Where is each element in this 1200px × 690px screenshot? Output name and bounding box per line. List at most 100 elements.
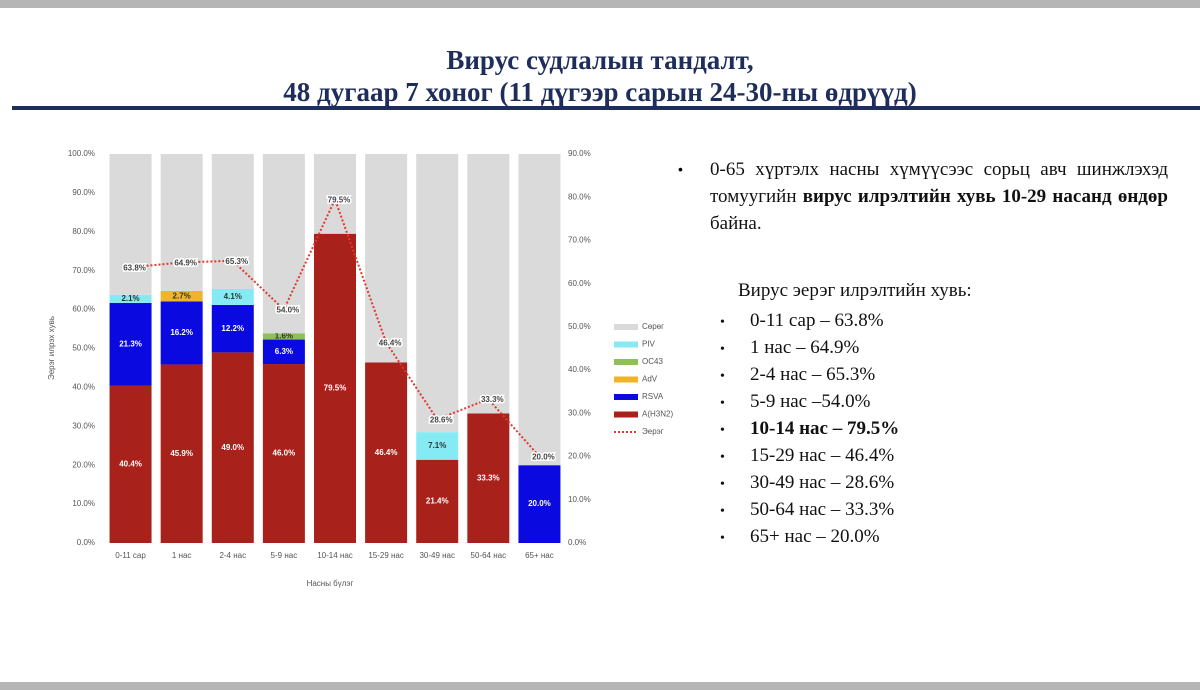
summary: 0-65 хүртэлх насны хүмүүсээс сорьц авч ш…	[710, 156, 1168, 237]
item-text: 1 нас – 64.9%	[750, 337, 860, 358]
bar-segment	[109, 294, 152, 303]
x-tick-label: 30-49 нас	[419, 551, 455, 560]
bar-segment	[160, 364, 203, 543]
bullet: •	[720, 369, 725, 384]
x-tick-label: 15-29 нас	[368, 551, 404, 560]
value-label: 46.4%	[375, 448, 398, 457]
item-text: 0-11 сар – 63.8%	[750, 310, 884, 331]
bar-segment	[518, 465, 561, 543]
list-item: • 10-14 нас – 79.5%	[720, 415, 899, 442]
bar-segment	[518, 154, 561, 466]
bar-segment	[160, 290, 203, 302]
y-tick-label: 20.0%	[72, 460, 95, 469]
legend-label: PIV	[642, 340, 656, 349]
slide-title: Вирус судлалын тандалт, 48 дугаар 7 хоно…	[0, 44, 1200, 108]
y-tick-label: 10.0%	[72, 499, 95, 508]
bar-segment	[262, 364, 305, 543]
bar-segment	[211, 352, 254, 543]
value-label: 16.2%	[170, 328, 193, 337]
item-text: 15-29 нас – 46.4%	[750, 445, 895, 466]
list-item: • 1 нас – 64.9%	[720, 334, 899, 361]
line-label: 63.8%	[123, 263, 146, 272]
value-label: 45.9%	[170, 449, 193, 458]
legend-swatch	[614, 394, 638, 400]
legend-swatch	[614, 324, 638, 330]
bar-segment	[416, 154, 459, 433]
bullet: •	[720, 477, 725, 492]
value-label: 49.0%	[221, 443, 244, 452]
line-label: 65.3%	[225, 257, 248, 266]
y2-tick-label: 20.0%	[568, 452, 591, 461]
legend-swatch	[614, 376, 638, 383]
y2-tick-label: 90.0%	[568, 149, 591, 158]
line	[130, 196, 541, 458]
item-text: 5-9 нас –54.0%	[750, 391, 871, 412]
bar-segment	[211, 288, 254, 305]
bar-segment	[109, 385, 152, 543]
bold-text: вирус илрэлтийн хувь 10-29 насанд өндөр	[802, 186, 1168, 207]
legend-swatch	[614, 341, 638, 348]
bar-segment	[314, 233, 356, 543]
y-tick-label: 60.0%	[72, 305, 95, 314]
y2-tick-label: 50.0%	[568, 322, 591, 331]
legend-label: OC43	[642, 357, 663, 366]
legend-label: Эерэг	[642, 427, 664, 436]
bar-segment	[109, 302, 152, 386]
bullet: •	[720, 423, 725, 438]
x-tick-label: 0-11 сар	[115, 551, 146, 560]
value-label: 46.0%	[273, 449, 296, 458]
bar-segment	[262, 154, 305, 334]
y-tick-label: 100.0%	[68, 149, 95, 158]
list: • 0-11 сар – 63.8% • 1 нас – 64.9% • 2-4 нас …	[720, 307, 899, 550]
list-item: • 30-49 нас – 28.6%	[720, 469, 899, 496]
frame	[0, 682, 1200, 690]
line-label: 33.3%	[481, 395, 504, 404]
y-tick-label: 0.0%	[77, 538, 95, 547]
bullet: •	[720, 531, 725, 546]
legend-label: Сөрөг	[642, 322, 664, 331]
bar-segment	[467, 154, 510, 414]
x-tick-label: 2-4 нас	[219, 551, 246, 560]
line-label: 20.0%	[532, 453, 555, 462]
bullet: •	[720, 315, 725, 330]
legend-swatch	[614, 359, 638, 365]
bar-segment	[211, 304, 254, 353]
list-item: • 50-64 нас – 33.3%	[720, 496, 899, 523]
y2-tick-label: 10.0%	[568, 495, 591, 504]
bar-segment	[262, 339, 305, 365]
bullet: •	[720, 396, 725, 411]
y-tick-label: 80.0%	[72, 227, 95, 236]
item-text: 65+ нас – 20.0%	[750, 526, 880, 547]
y2-tick-label: 40.0%	[568, 365, 591, 374]
list-item: • 15-29 нас – 46.4%	[720, 442, 899, 469]
frame	[0, 0, 1200, 8]
x-tick-label: 1 нас	[172, 551, 192, 560]
list-item: • 65+ нас – 20.0%	[720, 523, 899, 550]
y-axis-title: Эерэг илрэх хувь	[47, 316, 56, 380]
value-label: 21.3%	[119, 340, 142, 349]
x-tick-label: 5-9 нас	[271, 551, 298, 560]
item-text: 2-4 нас – 65.3%	[750, 364, 876, 385]
line-label: 64.9%	[174, 259, 197, 268]
legend-swatch	[614, 411, 638, 418]
bar-segment	[314, 154, 356, 234]
value-label: 4.1%	[224, 292, 242, 301]
item-text: 30-49 нас – 28.6%	[750, 472, 895, 493]
bar-segment	[109, 154, 152, 295]
bullet: •	[720, 450, 725, 465]
title-line: Вирус судлалын тандалт,	[446, 45, 754, 75]
value-label: 2.7%	[173, 291, 191, 300]
value-label: 6.3%	[275, 347, 293, 356]
line-label: 28.6%	[430, 415, 453, 424]
line-label: 54.0%	[277, 306, 300, 315]
y-tick-label: 40.0%	[72, 383, 95, 392]
bar-segment	[262, 333, 305, 340]
value-label: 7.1%	[428, 441, 446, 450]
bar-segment	[160, 301, 203, 365]
value-label: 1.6%	[275, 332, 293, 341]
list-item: • 5-9 нас –54.0%	[720, 388, 899, 415]
bar-segment	[365, 362, 408, 543]
y2-tick-label: 80.0%	[568, 192, 591, 201]
